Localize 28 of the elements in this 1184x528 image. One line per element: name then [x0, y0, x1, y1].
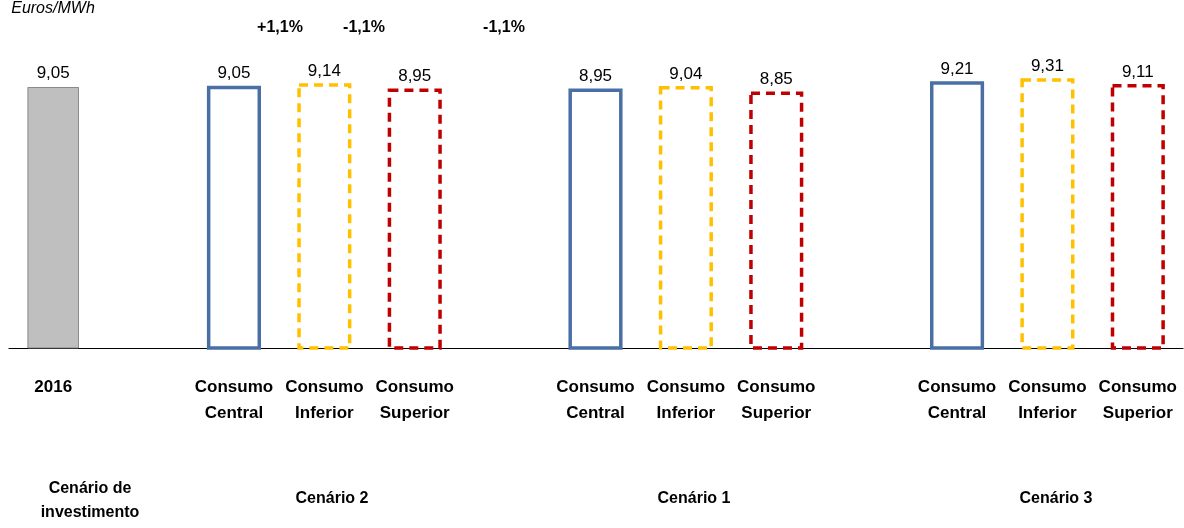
- text: Cenário de investimento: [40, 479, 140, 520]
- x-tick-label: Consumo Central: [917, 376, 997, 422]
- x-tick-label: Consumo Superior: [737, 376, 816, 422]
- data-label: 9,21: [940, 58, 974, 78]
- data-label: 8,95: [578, 66, 613, 86]
- data-label: 9,31: [1030, 56, 1064, 75]
- x-tick-label: Consumo Superior: [375, 376, 454, 422]
- x-tick-label: Consumo Superior: [1098, 376, 1177, 422]
- data-label: 9,11: [1121, 61, 1154, 81]
- text: +1,1%: [257, 18, 303, 35]
- data-label: 9,05: [217, 63, 251, 83]
- data-label: 9,04: [669, 63, 703, 83]
- text: -1,1%: [483, 18, 525, 35]
- x-tick-label: 2016: [34, 376, 73, 396]
- text: Cenário 2: [295, 489, 369, 506]
- data-label: 9,05: [36, 63, 70, 83]
- data-label: 8,95: [398, 66, 432, 86]
- x-tick-label: Consumo Inferior: [285, 376, 364, 422]
- text: Cenário 3: [1019, 489, 1093, 506]
- data-label: 9,14: [307, 60, 341, 80]
- data-label: 8,85: [759, 69, 793, 89]
- x-tick-label: Consumo Inferior: [1008, 376, 1087, 422]
- x-tick-label: Consumo Central: [556, 376, 635, 422]
- text: -1,1%: [343, 18, 385, 35]
- text: Cenário 1: [657, 489, 731, 506]
- x-tick-label: Consumo Central: [194, 376, 274, 422]
- y-axis-title: Euros/MWh: [11, 0, 95, 16]
- x-tick-label: Consumo Inferior: [646, 376, 726, 422]
